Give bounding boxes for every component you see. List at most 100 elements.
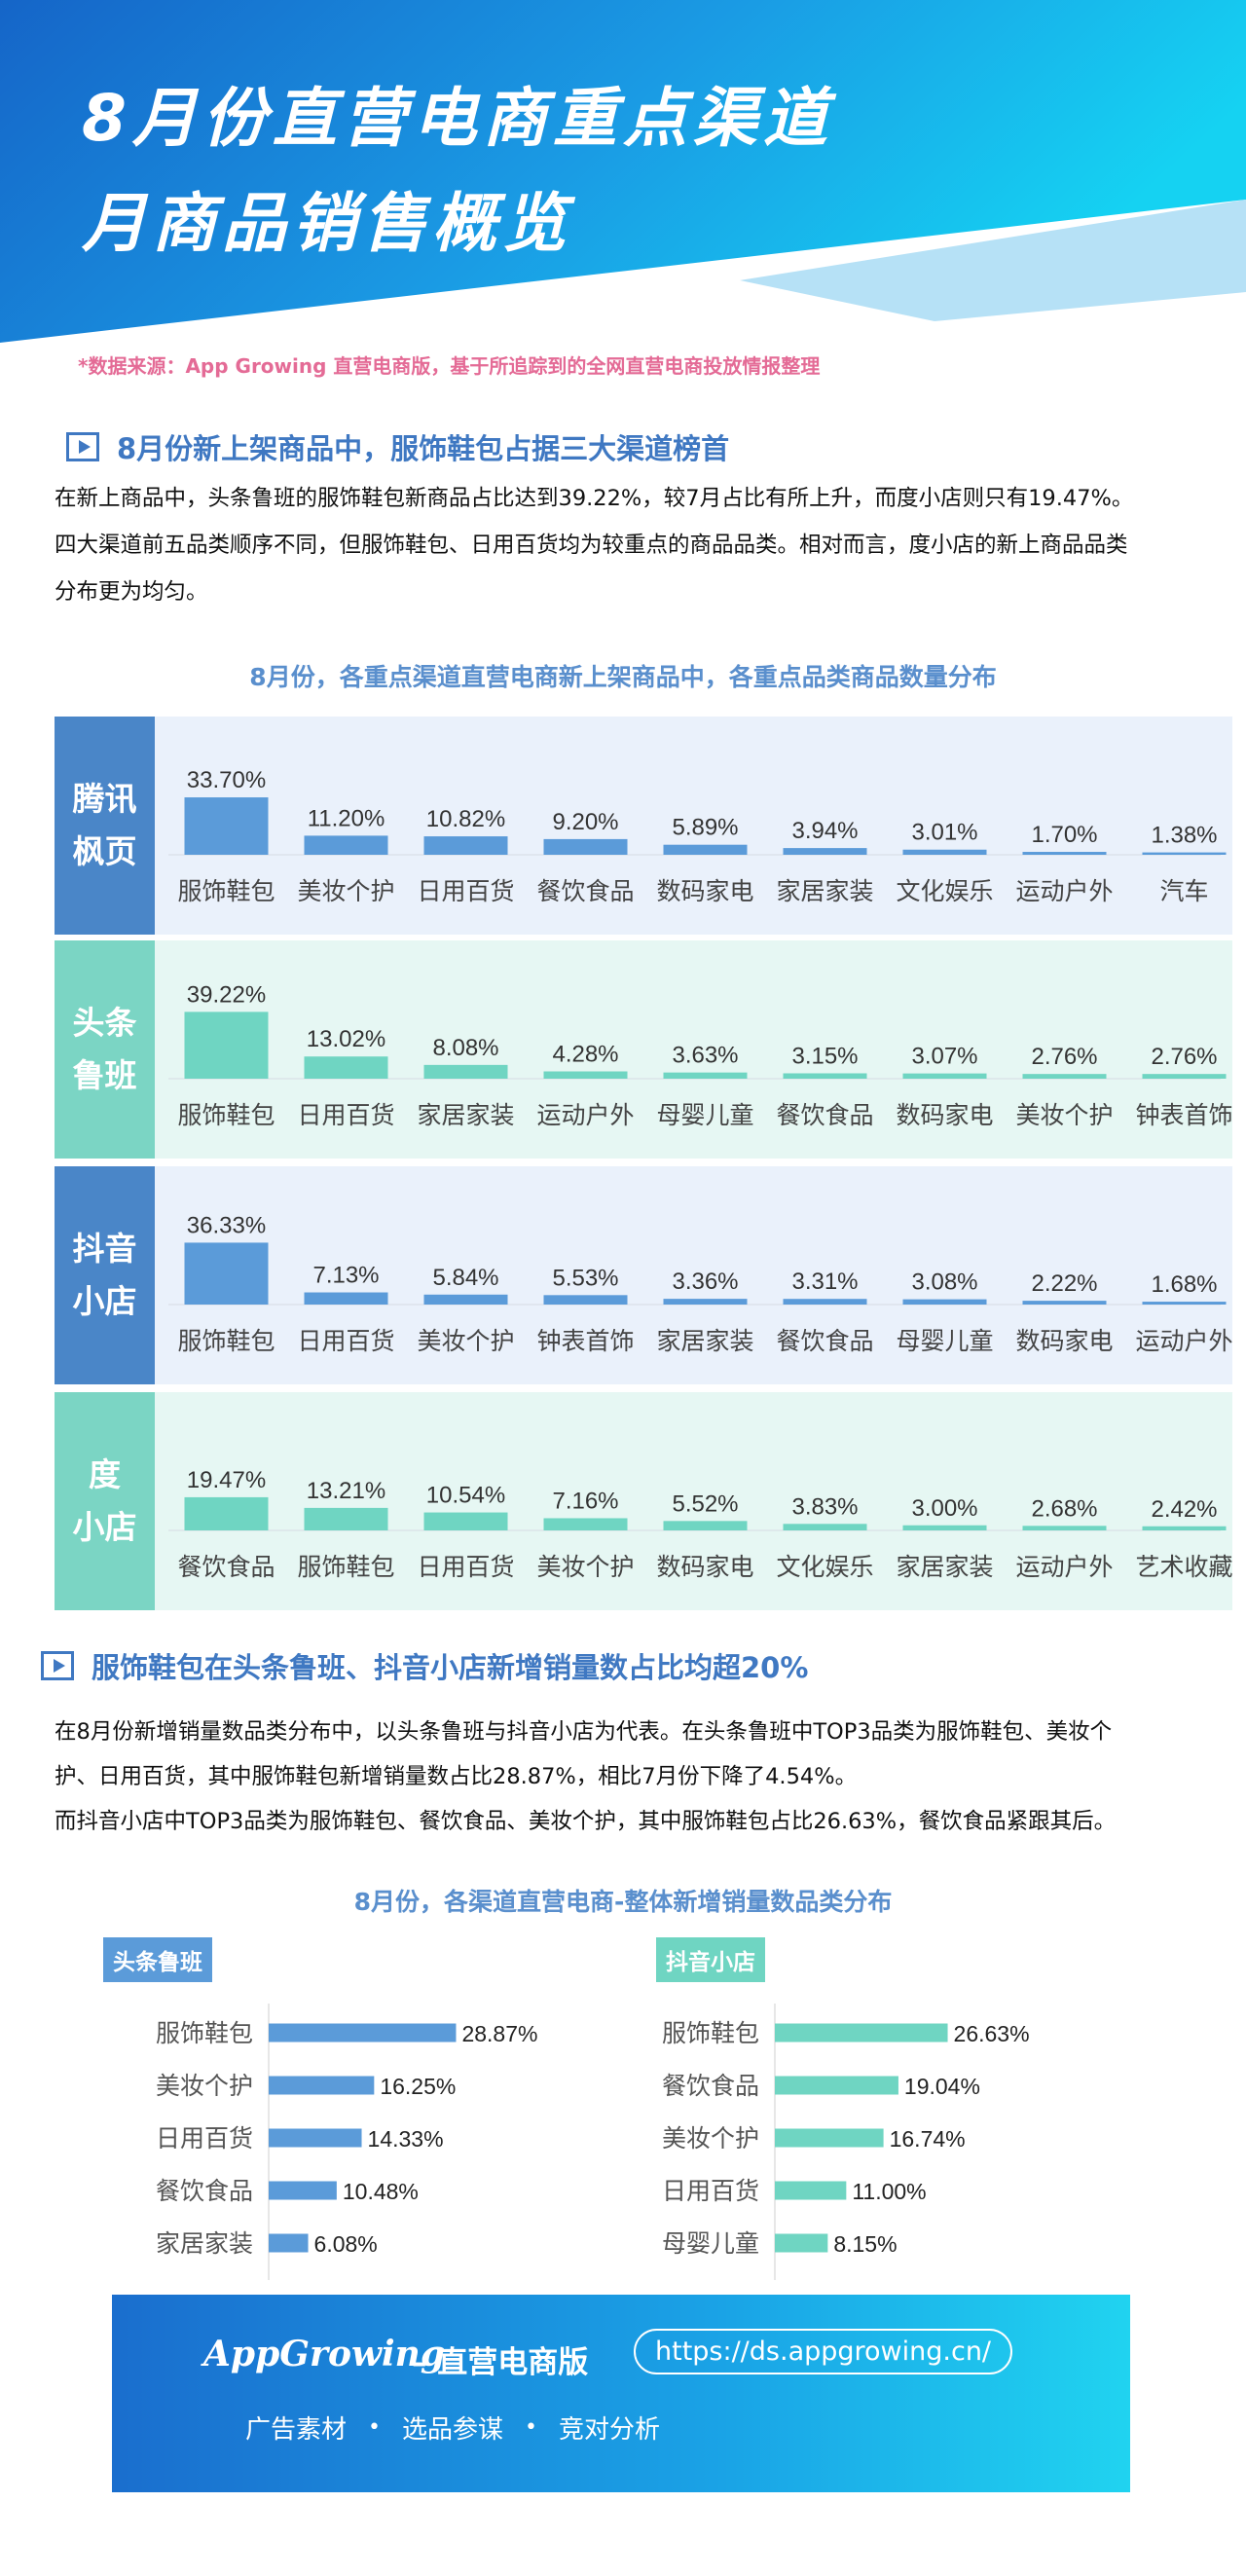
- channel-label: 腾讯 枫页: [55, 717, 155, 935]
- bar: [783, 1524, 867, 1530]
- bar: [184, 1242, 269, 1305]
- category-label: 汽车: [1159, 877, 1208, 905]
- channel-chart-area: 33.70% 服饰鞋包 11.20% 美妆个护 10.82% 日用百货 9.20% 餐饮食品 5…: [155, 717, 1232, 935]
- bar: [423, 836, 508, 855]
- value-label: 2.76%: [1031, 1044, 1097, 1070]
- category-label: 数码家电: [656, 1553, 753, 1581]
- channel-label-line: 抖音: [72, 1230, 137, 1268]
- value-label: 33.70%: [187, 767, 266, 793]
- category-label: 家居家装: [156, 2229, 253, 2258]
- value-label: 39.22%: [187, 981, 266, 1008]
- chart2-title: 8月份，各渠道直营电商-整体新增销量数品类分布: [353, 1888, 893, 1916]
- channel-bar-chart: 33.70% 服饰鞋包 11.20% 美妆个护 10.82% 日用百货 9.20% 餐饮食品 5…: [168, 767, 1227, 905]
- category-label: 家居家装: [776, 877, 873, 905]
- bar: [1022, 1301, 1107, 1305]
- page-title-line1: 8月份直营电商重点渠道: [82, 81, 833, 156]
- bar: [269, 2233, 309, 2253]
- category-label: 美妆个护: [156, 2072, 253, 2100]
- channel-label-line: 头条: [72, 1004, 137, 1042]
- value-label: 3.63%: [672, 1043, 738, 1069]
- channel-bar-chart: 36.33% 服饰鞋包 7.13% 日用百货 5.84% 美妆个护 5.53% 钟表首饰 3.3…: [168, 1212, 1232, 1355]
- edition-label: – 直营电商版: [412, 2345, 589, 2380]
- bar: [304, 1507, 388, 1530]
- section2-heading: 服饰鞋包在头条鲁班、抖音小店新增销量数占比均超20%: [41, 1645, 808, 1686]
- bar: [543, 838, 628, 855]
- bar: [269, 2076, 375, 2095]
- category-label: 日用百货: [662, 2177, 759, 2205]
- value-label: 14.33%: [368, 2126, 444, 2152]
- value-label: 6.08%: [314, 2231, 378, 2257]
- value-label: 5.89%: [672, 815, 738, 841]
- category-label: 家居家装: [417, 1101, 514, 1129]
- feature-competitor-analysis: 竞对分析: [558, 2415, 660, 2445]
- bar: [423, 1294, 508, 1305]
- value-label: 10.82%: [426, 806, 505, 832]
- bar: [1022, 1526, 1107, 1530]
- category-label: 餐饮食品: [776, 1327, 873, 1355]
- category-label: 美妆个护: [417, 1327, 514, 1355]
- channel-label-line: 枫页: [72, 832, 137, 870]
- value-label: 5.84%: [432, 1265, 498, 1291]
- bar: [1022, 1074, 1107, 1079]
- category-label: 美妆个护: [662, 2124, 759, 2153]
- footer-banner: AppGrowing – 直营电商版 https://ds.appgrowing…: [112, 2295, 1130, 2492]
- category-label: 服饰鞋包: [156, 2019, 253, 2047]
- category-label: 美妆个护: [536, 1553, 634, 1581]
- channel-label: 抖音 小店: [55, 1166, 155, 1384]
- value-label: 3.94%: [791, 818, 858, 844]
- value-label: 4.28%: [552, 1042, 618, 1068]
- section2-heading-text: 服饰鞋包在头条鲁班、抖音小店新增销量数占比均超20%: [92, 1651, 809, 1684]
- bar: [269, 2128, 362, 2148]
- bar: [1142, 852, 1227, 855]
- category-label: 数码家电: [656, 877, 753, 905]
- value-label: 1.38%: [1151, 823, 1217, 849]
- bar: [775, 2076, 898, 2095]
- channel-bar-chart: 19.47% 餐饮食品 13.21% 服饰鞋包 10.54% 日用百货 7.16% 美妆个护 5…: [168, 1467, 1232, 1581]
- appgrowing-logo: AppGrowing: [203, 2334, 446, 2374]
- value-label: 2.68%: [1031, 1495, 1097, 1522]
- category-label: 餐饮食品: [662, 2072, 759, 2100]
- channel-chart-area: 19.47% 餐饮食品 13.21% 服饰鞋包 10.54% 日用百货 7.16% 美妆个护 5…: [155, 1392, 1232, 1610]
- value-label: 8.15%: [833, 2231, 897, 2257]
- douyin-sales-chart: 服饰鞋包 26.63% 餐饮食品 19.04% 美妆个护 16.74% 日用百货 11.00%…: [662, 2004, 1030, 2280]
- category-label: 餐饮食品: [776, 1101, 873, 1129]
- bar: [184, 1496, 269, 1530]
- category-label: 母婴儿童: [656, 1101, 753, 1129]
- category-label: 日用百货: [417, 1553, 514, 1581]
- category-label: 数码家电: [1015, 1327, 1113, 1355]
- bar: [902, 1299, 987, 1305]
- toutiao-sales-chart: 服饰鞋包 28.87% 美妆个护 16.25% 日用百货 14.33% 餐饮食品 10.48%…: [156, 2004, 537, 2280]
- bar: [269, 2181, 337, 2200]
- category-label: 餐饮食品: [177, 1553, 275, 1581]
- bar: [663, 1521, 748, 1530]
- value-label: 26.63%: [954, 2021, 1030, 2046]
- bar: [775, 2181, 847, 2200]
- category-label: 运动户外: [1135, 1327, 1232, 1355]
- site-url-link[interactable]: https://ds.appgrowing.cn/: [634, 2329, 1013, 2374]
- channel-panel: 腾讯 枫页 33.70% 服饰鞋包 11.20% 美妆个护 10.82% 日用百货 9.20% 餐…: [55, 717, 1232, 935]
- value-label: 9.20%: [552, 809, 618, 835]
- value-label: 7.16%: [552, 1488, 618, 1514]
- value-label: 3.00%: [911, 1495, 977, 1522]
- value-label: 3.07%: [911, 1044, 977, 1070]
- section1-line: 在新上商品中，头条鲁班的服饰鞋包新商品占比达到39.22%，较7月占比有所上升，…: [55, 486, 1134, 511]
- category-label: 艺术收藏: [1135, 1553, 1232, 1581]
- value-label: 3.01%: [911, 820, 977, 846]
- bar: [775, 2023, 948, 2042]
- bar: [775, 2233, 828, 2253]
- play-icon: [66, 432, 99, 461]
- channel-label-line: 腾讯: [72, 780, 137, 818]
- value-label: 16.74%: [890, 2126, 966, 2152]
- bar: [663, 1072, 748, 1079]
- category-label: 服饰鞋包: [297, 1553, 394, 1581]
- category-label: 家居家装: [896, 1553, 993, 1581]
- section1-heading-text: 8月份新上架商品中，服饰鞋包占据三大渠道榜首: [117, 432, 730, 465]
- category-label: 钟表首饰: [1135, 1101, 1232, 1129]
- category-label: 数码家电: [896, 1101, 993, 1129]
- value-label: 16.25%: [380, 2074, 456, 2099]
- category-label: 日用百货: [297, 1101, 394, 1129]
- value-label: 36.33%: [187, 1212, 266, 1238]
- section1-paragraph: 在新上商品中，头条鲁班的服饰鞋包新商品占比达到39.22%，较7月占比有所上升，…: [55, 475, 1133, 615]
- channel-label-line: 鲁班: [72, 1056, 137, 1094]
- value-label: 11.00%: [852, 2179, 926, 2204]
